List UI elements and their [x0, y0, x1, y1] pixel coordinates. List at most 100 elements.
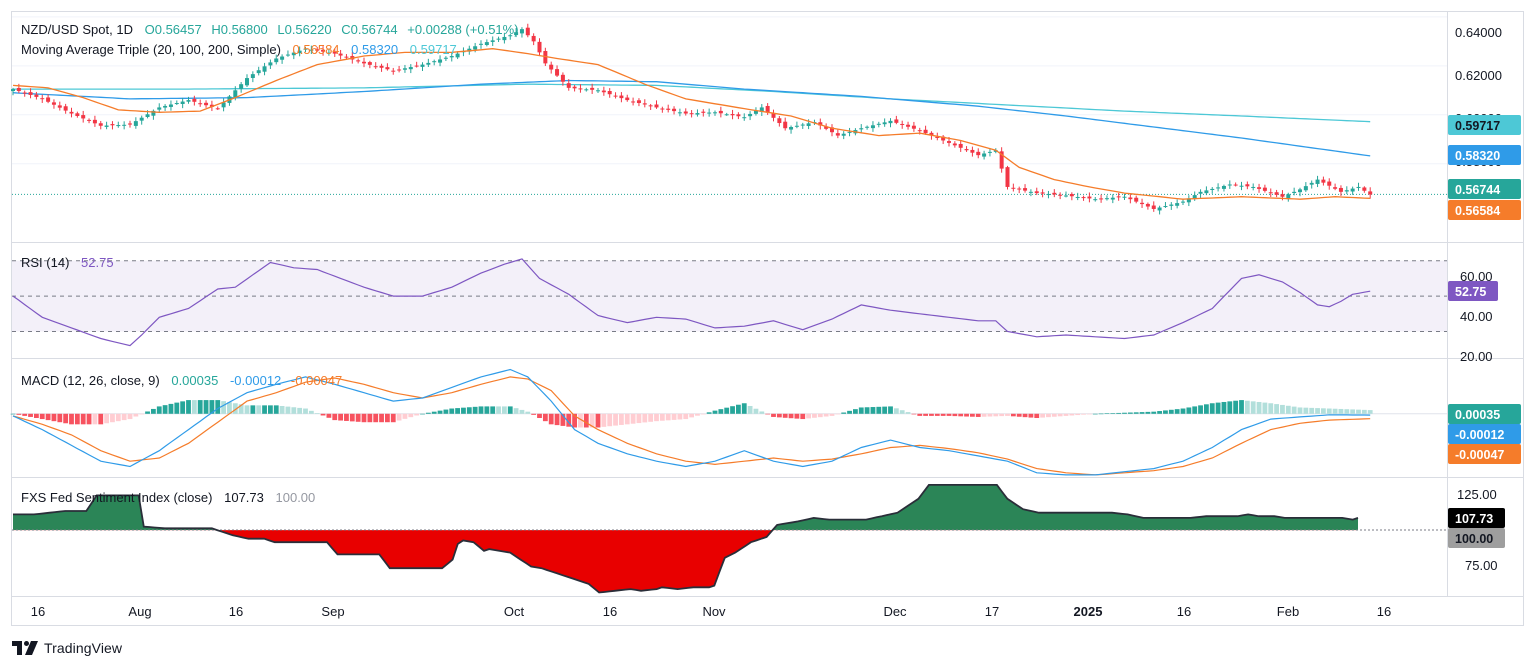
candle-body — [1280, 194, 1285, 197]
macd-hist-bar — [858, 407, 864, 414]
macd-hist-bar — [888, 406, 893, 414]
fxs-tag-text: 107.73 — [1455, 512, 1493, 526]
macd-hist-bar — [513, 408, 519, 414]
macd-hist-bar — [256, 405, 262, 414]
macd-hist-bar — [420, 413, 425, 415]
macd-hist-bar — [759, 411, 765, 414]
candle-body — [759, 107, 764, 112]
macd-hist-bar — [1180, 408, 1186, 414]
candle-body — [882, 122, 887, 125]
candle-body — [736, 114, 741, 117]
candle-body — [69, 111, 74, 114]
macd-hist-bar — [156, 406, 162, 414]
candle-body — [332, 51, 337, 54]
macd-hist-bar — [601, 413, 607, 427]
macd-hist-bar — [642, 413, 648, 423]
candle-body — [204, 102, 209, 106]
candle-body — [40, 98, 45, 100]
signal-value: -0.00047 — [291, 373, 342, 388]
candle-body — [1058, 194, 1063, 196]
candle-body — [935, 136, 940, 139]
signal-tag-bg — [1448, 444, 1521, 464]
candle-body — [987, 151, 992, 153]
macd-hist-bar — [1046, 413, 1051, 418]
candle-body — [1344, 190, 1349, 192]
fxs-tick: 125.00 — [1457, 487, 1497, 502]
candle-body — [648, 105, 653, 107]
candle-body — [1257, 187, 1262, 189]
macd-hist-bar — [92, 413, 98, 425]
candle-body — [1338, 187, 1343, 192]
ma100-tag-text: 0.58320 — [1455, 149, 1500, 163]
macd-hist-bar — [191, 400, 197, 414]
macd-hist-bar — [215, 400, 221, 414]
macd-hist-bar — [537, 413, 542, 418]
candle-body — [496, 38, 501, 40]
candle-body — [397, 69, 402, 71]
macd-hist-bar — [268, 405, 273, 414]
price-pane[interactable] — [11, 16, 1447, 215]
candle-body — [22, 92, 27, 94]
macd-hist-bar — [1280, 404, 1285, 414]
time-axis[interactable]: 16 Aug 16 Sep Oct 16 Nov Dec 17 2025 16 … — [31, 604, 1391, 619]
rsi-pane[interactable]: RSI (14) 52.75 60.00 40.00 20.00 52.75 — [12, 255, 1498, 364]
candle-body — [555, 69, 560, 76]
macd-hist-bar — [654, 413, 659, 422]
candle-body — [543, 51, 548, 64]
candle-body — [1140, 202, 1145, 205]
candle-body — [1251, 186, 1256, 188]
macd-hist-bar — [1022, 413, 1028, 418]
candle-body — [157, 107, 162, 110]
macd-hist-bar — [57, 413, 63, 423]
tradingview-branding[interactable]: TradingView — [12, 638, 122, 658]
macd-hist-bar — [279, 405, 285, 414]
rsi-value: 52.75 — [81, 255, 114, 270]
candle-body — [631, 101, 636, 103]
candle-body — [713, 112, 717, 114]
macd-hist-bar — [1051, 413, 1057, 417]
macd-hist-bar — [174, 402, 180, 414]
candle-body — [642, 103, 647, 105]
macd-hist-bar — [332, 413, 338, 421]
candle-body — [245, 78, 249, 86]
candle-body — [174, 103, 179, 105]
time-tick: Sep — [321, 604, 344, 619]
candle-body — [443, 57, 448, 59]
candle-body — [233, 90, 238, 98]
macd-hist-bar — [607, 413, 613, 427]
macd-hist-bar — [695, 413, 700, 416]
macd-pane[interactable]: MACD (12, 26, close, 9) 0.00035 -0.00012… — [10, 368, 1521, 476]
macd-hist-bar — [1321, 408, 1326, 414]
candle-body — [730, 114, 735, 116]
macd-hist-bar — [326, 413, 332, 418]
macd-hist-bar — [209, 400, 215, 414]
candle-body — [92, 119, 97, 124]
macd-hist-bar — [1291, 406, 1297, 414]
candle-body — [636, 100, 641, 104]
macd-hist-bar — [507, 406, 513, 414]
candle-body — [402, 68, 407, 70]
candle-body — [1274, 192, 1279, 195]
candle-body — [894, 119, 899, 123]
candle-body — [1087, 196, 1092, 199]
candle-body — [168, 104, 173, 107]
macd-hist-bar — [1186, 407, 1192, 414]
rsi-tick: 40.00 — [1460, 309, 1493, 324]
candle-body — [81, 115, 86, 119]
candle-body — [724, 114, 729, 116]
rsi-tick: 20.00 — [1460, 349, 1493, 364]
candle-body — [800, 124, 805, 126]
macd-hist-bar — [285, 406, 291, 414]
candle-body — [958, 143, 963, 148]
candle-body — [268, 62, 273, 66]
candle-body — [420, 64, 425, 67]
macd-hist-bar — [1204, 404, 1209, 414]
fxs-pane[interactable]: FXS Fed Sentiment Index (close) 107.73 1… — [12, 484, 1505, 594]
macd-hist-bar — [227, 402, 232, 414]
candle-body — [865, 126, 870, 128]
macd-hist-bar — [934, 413, 940, 416]
price-axis[interactable]: 0.64000 0.62000 0.60000 0.58000 0.59717 … — [1448, 25, 1521, 220]
candle-body — [508, 35, 513, 37]
macd-hist-bar — [338, 413, 343, 421]
candle-body — [1186, 198, 1191, 203]
